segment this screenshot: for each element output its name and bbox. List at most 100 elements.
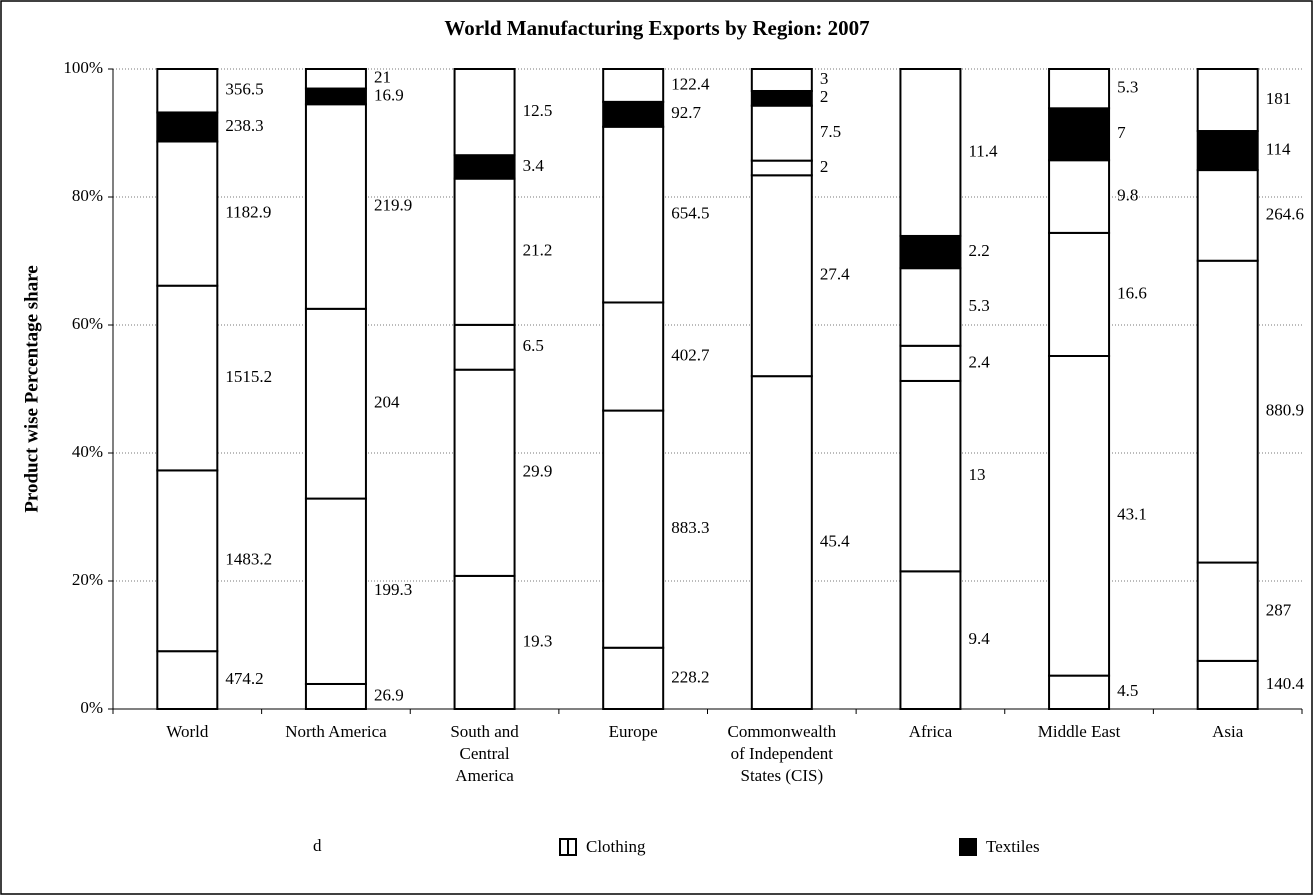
data-label: 9.8 <box>1117 185 1138 204</box>
bar-segment <box>304 682 367 711</box>
data-label: 1515.2 <box>225 367 272 386</box>
data-label: 5.3 <box>1117 78 1138 97</box>
bar-segment <box>1196 130 1259 172</box>
data-label: 1483.2 <box>225 550 272 569</box>
data-label: 26.9 <box>374 685 404 704</box>
bar-segment <box>304 103 367 310</box>
x-tick-label: Middle East <box>1038 722 1121 741</box>
bar-segment <box>156 140 219 287</box>
data-label: 2 <box>820 87 829 106</box>
data-label: 43.1 <box>1117 505 1147 524</box>
data-label: 181 <box>1266 89 1292 108</box>
data-label: 19.3 <box>523 631 553 650</box>
data-label: 2.2 <box>968 241 989 260</box>
y-tick-label: 60% <box>72 314 103 333</box>
data-label: 654.5 <box>671 204 709 223</box>
x-tick-label: Asia <box>1212 722 1244 741</box>
bar-segment <box>602 646 665 710</box>
y-tick-label: 80% <box>72 186 103 205</box>
x-tick-label: South and Central America <box>450 722 519 785</box>
data-label: 140.4 <box>1266 674 1305 693</box>
x-tick-label: Africa <box>909 722 953 741</box>
data-label: 12.5 <box>523 101 553 120</box>
data-label: 13 <box>968 465 985 484</box>
bar-segment <box>156 68 219 114</box>
legend-swatch <box>959 838 977 856</box>
bar-segment <box>602 125 665 304</box>
x-tick-label: World <box>166 722 209 741</box>
legend-label: Clothing <box>586 837 646 856</box>
data-label: 287 <box>1266 601 1292 620</box>
bar-segment <box>453 574 516 710</box>
data-label: 7 <box>1117 123 1126 142</box>
bar-segment <box>453 68 516 157</box>
data-label: 219.9 <box>374 195 412 214</box>
y-tick-label: 0% <box>80 698 103 717</box>
bar-segment <box>750 159 813 177</box>
bar-segment <box>602 68 665 103</box>
bar-segment <box>453 323 516 371</box>
bar-segment <box>1196 561 1259 662</box>
bar-segment <box>899 267 962 347</box>
bar-segment <box>304 87 367 106</box>
bar-segment <box>156 650 219 710</box>
bar-segment <box>453 177 516 326</box>
bar-segment <box>899 379 962 573</box>
data-label: 238.3 <box>225 116 263 135</box>
data-label: 3 <box>820 69 829 88</box>
data-label: 114 <box>1266 139 1291 158</box>
data-label: 27.4 <box>820 265 850 284</box>
bar-segment <box>750 174 813 378</box>
bar-segment <box>1048 674 1111 711</box>
bar-segment <box>1048 159 1111 234</box>
chart-title: World Manufacturing Exports by Region: 2… <box>444 16 869 40</box>
data-label: 1182.9 <box>225 203 271 222</box>
bar-segment <box>750 89 813 107</box>
bar-segment <box>156 469 219 653</box>
y-tick-label: 20% <box>72 570 103 589</box>
bar-segment <box>899 68 962 237</box>
data-label: 4.5 <box>1117 681 1138 700</box>
data-label: 11.4 <box>968 141 998 160</box>
x-tick-label: Europe <box>609 722 658 741</box>
data-label: 883.3 <box>671 518 709 537</box>
data-label: 29.9 <box>523 462 553 481</box>
data-label: 16.6 <box>1117 283 1147 302</box>
bar-segment <box>602 100 665 128</box>
data-label: 16.9 <box>374 86 404 105</box>
bar-segment <box>453 368 516 577</box>
bar-segment <box>602 301 665 412</box>
bar-segment <box>1048 231 1111 357</box>
data-label: 2.4 <box>968 352 990 371</box>
bar-segment <box>899 570 962 711</box>
bar-segment <box>750 375 813 710</box>
bar-segment <box>304 307 367 500</box>
bar-segment <box>1196 659 1259 711</box>
data-label: 199.3 <box>374 580 412 599</box>
bar-segment <box>156 284 219 472</box>
y-tick-label: 40% <box>72 442 103 461</box>
data-label: 5.3 <box>968 296 989 315</box>
data-label: 122.4 <box>671 74 710 93</box>
bar-segment <box>899 234 962 270</box>
x-tick-label: North America <box>285 722 387 741</box>
y-axis-label: Product wise Percentage share <box>21 265 42 512</box>
y-tick-label: 100% <box>63 58 103 77</box>
data-label: 204 <box>374 393 400 412</box>
data-label: 2 <box>820 157 829 176</box>
data-label: 356.5 <box>225 80 263 99</box>
x-tick-label: Commonwealth of Independent States (CIS) <box>728 722 837 785</box>
data-label: 21 <box>374 68 391 87</box>
bar-segment <box>304 68 367 90</box>
legend-label: d <box>313 836 322 855</box>
bar-segment <box>156 111 219 143</box>
data-label: 402.7 <box>671 345 710 364</box>
bar-segment <box>1196 68 1259 133</box>
bar-segment <box>1196 169 1259 262</box>
bar-segment <box>1048 354 1111 677</box>
data-label: 45.4 <box>820 531 850 550</box>
data-label: 228.2 <box>671 667 709 686</box>
data-label: 880.9 <box>1266 401 1304 420</box>
bar-segment <box>1048 68 1111 110</box>
